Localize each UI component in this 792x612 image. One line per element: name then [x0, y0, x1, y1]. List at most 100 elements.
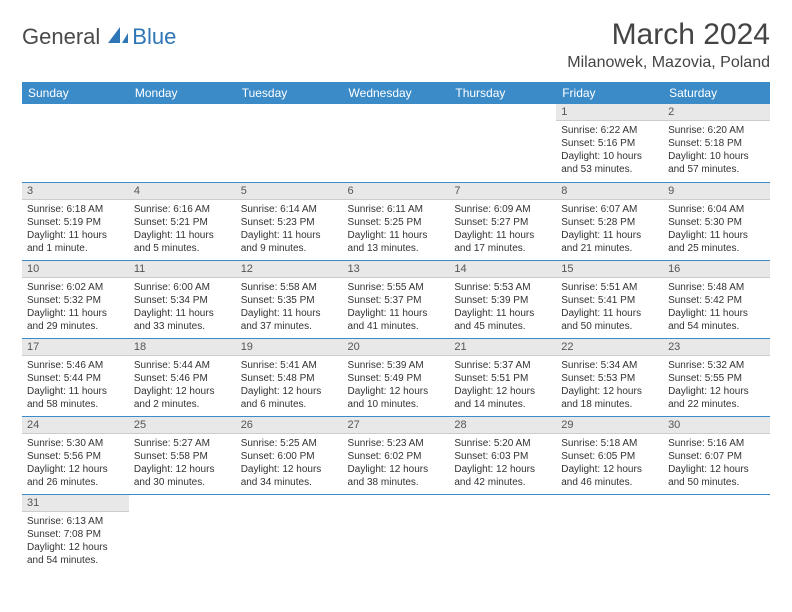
calendar-cell: [236, 104, 343, 182]
weekday-header: Thursday: [449, 82, 556, 104]
calendar-cell: 28Sunrise: 5:20 AMSunset: 6:03 PMDayligh…: [449, 416, 556, 494]
day-number: 14: [449, 261, 556, 278]
day-details: Sunrise: 5:34 AMSunset: 5:53 PMDaylight:…: [556, 356, 663, 415]
day-details: Sunrise: 5:58 AMSunset: 5:35 PMDaylight:…: [236, 278, 343, 337]
weekday-header-row: Sunday Monday Tuesday Wednesday Thursday…: [22, 82, 770, 104]
day-number: 22: [556, 339, 663, 356]
day-details: Sunrise: 6:22 AMSunset: 5:16 PMDaylight:…: [556, 121, 663, 180]
calendar-cell: 3Sunrise: 6:18 AMSunset: 5:19 PMDaylight…: [22, 182, 129, 260]
day-details: Sunrise: 6:00 AMSunset: 5:34 PMDaylight:…: [129, 278, 236, 337]
calendar-cell: 23Sunrise: 5:32 AMSunset: 5:55 PMDayligh…: [663, 338, 770, 416]
calendar-cell: 18Sunrise: 5:44 AMSunset: 5:46 PMDayligh…: [129, 338, 236, 416]
calendar-cell: 10Sunrise: 6:02 AMSunset: 5:32 PMDayligh…: [22, 260, 129, 338]
day-details: Sunrise: 5:27 AMSunset: 5:58 PMDaylight:…: [129, 434, 236, 493]
day-number: 7: [449, 183, 556, 200]
weekday-header: Saturday: [663, 82, 770, 104]
day-details: Sunrise: 5:20 AMSunset: 6:03 PMDaylight:…: [449, 434, 556, 493]
day-number: 1: [556, 104, 663, 121]
day-number: 25: [129, 417, 236, 434]
day-number: 27: [343, 417, 450, 434]
day-number: 29: [556, 417, 663, 434]
day-number: 18: [129, 339, 236, 356]
day-details: Sunrise: 5:32 AMSunset: 5:55 PMDaylight:…: [663, 356, 770, 415]
calendar-cell: 14Sunrise: 5:53 AMSunset: 5:39 PMDayligh…: [449, 260, 556, 338]
day-details: Sunrise: 5:25 AMSunset: 6:00 PMDaylight:…: [236, 434, 343, 493]
calendar-cell: 6Sunrise: 6:11 AMSunset: 5:25 PMDaylight…: [343, 182, 450, 260]
calendar-table: Sunday Monday Tuesday Wednesday Thursday…: [22, 82, 770, 572]
calendar-cell: [236, 494, 343, 572]
calendar-cell: 11Sunrise: 6:00 AMSunset: 5:34 PMDayligh…: [129, 260, 236, 338]
title-block: March 2024 Milanowek, Mazovia, Poland: [567, 18, 770, 72]
calendar-week-row: 31Sunrise: 6:13 AMSunset: 7:08 PMDayligh…: [22, 494, 770, 572]
calendar-cell: 29Sunrise: 5:18 AMSunset: 6:05 PMDayligh…: [556, 416, 663, 494]
calendar-cell: 24Sunrise: 5:30 AMSunset: 5:56 PMDayligh…: [22, 416, 129, 494]
calendar-cell: 13Sunrise: 5:55 AMSunset: 5:37 PMDayligh…: [343, 260, 450, 338]
day-number: 13: [343, 261, 450, 278]
day-details: Sunrise: 5:18 AMSunset: 6:05 PMDaylight:…: [556, 434, 663, 493]
day-details: Sunrise: 6:14 AMSunset: 5:23 PMDaylight:…: [236, 200, 343, 259]
day-number: 17: [22, 339, 129, 356]
logo-sail-icon: [106, 25, 130, 50]
calendar-cell: 26Sunrise: 5:25 AMSunset: 6:00 PMDayligh…: [236, 416, 343, 494]
day-details: Sunrise: 5:39 AMSunset: 5:49 PMDaylight:…: [343, 356, 450, 415]
header: General Blue March 2024 Milanowek, Mazov…: [22, 18, 770, 72]
calendar-cell: [343, 104, 450, 182]
calendar-cell: 16Sunrise: 5:48 AMSunset: 5:42 PMDayligh…: [663, 260, 770, 338]
calendar-cell: 31Sunrise: 6:13 AMSunset: 7:08 PMDayligh…: [22, 494, 129, 572]
day-details: Sunrise: 5:44 AMSunset: 5:46 PMDaylight:…: [129, 356, 236, 415]
calendar-cell: 8Sunrise: 6:07 AMSunset: 5:28 PMDaylight…: [556, 182, 663, 260]
calendar-cell: [449, 494, 556, 572]
day-number: 28: [449, 417, 556, 434]
logo: General Blue: [22, 24, 176, 50]
calendar-cell: 27Sunrise: 5:23 AMSunset: 6:02 PMDayligh…: [343, 416, 450, 494]
calendar-week-row: 24Sunrise: 5:30 AMSunset: 5:56 PMDayligh…: [22, 416, 770, 494]
day-number: 24: [22, 417, 129, 434]
day-details: Sunrise: 6:11 AMSunset: 5:25 PMDaylight:…: [343, 200, 450, 259]
weekday-header: Monday: [129, 82, 236, 104]
day-details: Sunrise: 6:20 AMSunset: 5:18 PMDaylight:…: [663, 121, 770, 180]
calendar-cell: 7Sunrise: 6:09 AMSunset: 5:27 PMDaylight…: [449, 182, 556, 260]
day-details: Sunrise: 5:48 AMSunset: 5:42 PMDaylight:…: [663, 278, 770, 337]
calendar-cell: 20Sunrise: 5:39 AMSunset: 5:49 PMDayligh…: [343, 338, 450, 416]
calendar-cell: [556, 494, 663, 572]
day-number: 5: [236, 183, 343, 200]
day-details: Sunrise: 5:53 AMSunset: 5:39 PMDaylight:…: [449, 278, 556, 337]
calendar-cell: 9Sunrise: 6:04 AMSunset: 5:30 PMDaylight…: [663, 182, 770, 260]
calendar-week-row: 10Sunrise: 6:02 AMSunset: 5:32 PMDayligh…: [22, 260, 770, 338]
day-details: Sunrise: 5:51 AMSunset: 5:41 PMDaylight:…: [556, 278, 663, 337]
calendar-cell: 1Sunrise: 6:22 AMSunset: 5:16 PMDaylight…: [556, 104, 663, 182]
calendar-cell: 5Sunrise: 6:14 AMSunset: 5:23 PMDaylight…: [236, 182, 343, 260]
calendar-cell: 30Sunrise: 5:16 AMSunset: 6:07 PMDayligh…: [663, 416, 770, 494]
day-number: 16: [663, 261, 770, 278]
day-number: 10: [22, 261, 129, 278]
day-number: 12: [236, 261, 343, 278]
day-number: 26: [236, 417, 343, 434]
day-number: 4: [129, 183, 236, 200]
calendar-body: 1Sunrise: 6:22 AMSunset: 5:16 PMDaylight…: [22, 104, 770, 572]
calendar-cell: 25Sunrise: 5:27 AMSunset: 5:58 PMDayligh…: [129, 416, 236, 494]
calendar-week-row: 17Sunrise: 5:46 AMSunset: 5:44 PMDayligh…: [22, 338, 770, 416]
day-details: Sunrise: 5:23 AMSunset: 6:02 PMDaylight:…: [343, 434, 450, 493]
calendar-cell: 21Sunrise: 5:37 AMSunset: 5:51 PMDayligh…: [449, 338, 556, 416]
calendar-week-row: 3Sunrise: 6:18 AMSunset: 5:19 PMDaylight…: [22, 182, 770, 260]
calendar-cell: [129, 494, 236, 572]
logo-text-blue: Blue: [132, 24, 176, 50]
day-number: 31: [22, 495, 129, 512]
calendar-cell: [449, 104, 556, 182]
day-number: 2: [663, 104, 770, 121]
calendar-cell: 2Sunrise: 6:20 AMSunset: 5:18 PMDaylight…: [663, 104, 770, 182]
day-number: 11: [129, 261, 236, 278]
calendar-cell: [663, 494, 770, 572]
day-details: Sunrise: 6:02 AMSunset: 5:32 PMDaylight:…: [22, 278, 129, 337]
day-number: 23: [663, 339, 770, 356]
day-number: 8: [556, 183, 663, 200]
calendar-cell: 19Sunrise: 5:41 AMSunset: 5:48 PMDayligh…: [236, 338, 343, 416]
day-details: Sunrise: 5:37 AMSunset: 5:51 PMDaylight:…: [449, 356, 556, 415]
location-text: Milanowek, Mazovia, Poland: [567, 54, 770, 72]
day-details: Sunrise: 6:09 AMSunset: 5:27 PMDaylight:…: [449, 200, 556, 259]
logo-text-general: General: [22, 24, 100, 50]
month-title: March 2024: [567, 18, 770, 52]
calendar-cell: 4Sunrise: 6:16 AMSunset: 5:21 PMDaylight…: [129, 182, 236, 260]
day-details: Sunrise: 6:18 AMSunset: 5:19 PMDaylight:…: [22, 200, 129, 259]
weekday-header: Sunday: [22, 82, 129, 104]
